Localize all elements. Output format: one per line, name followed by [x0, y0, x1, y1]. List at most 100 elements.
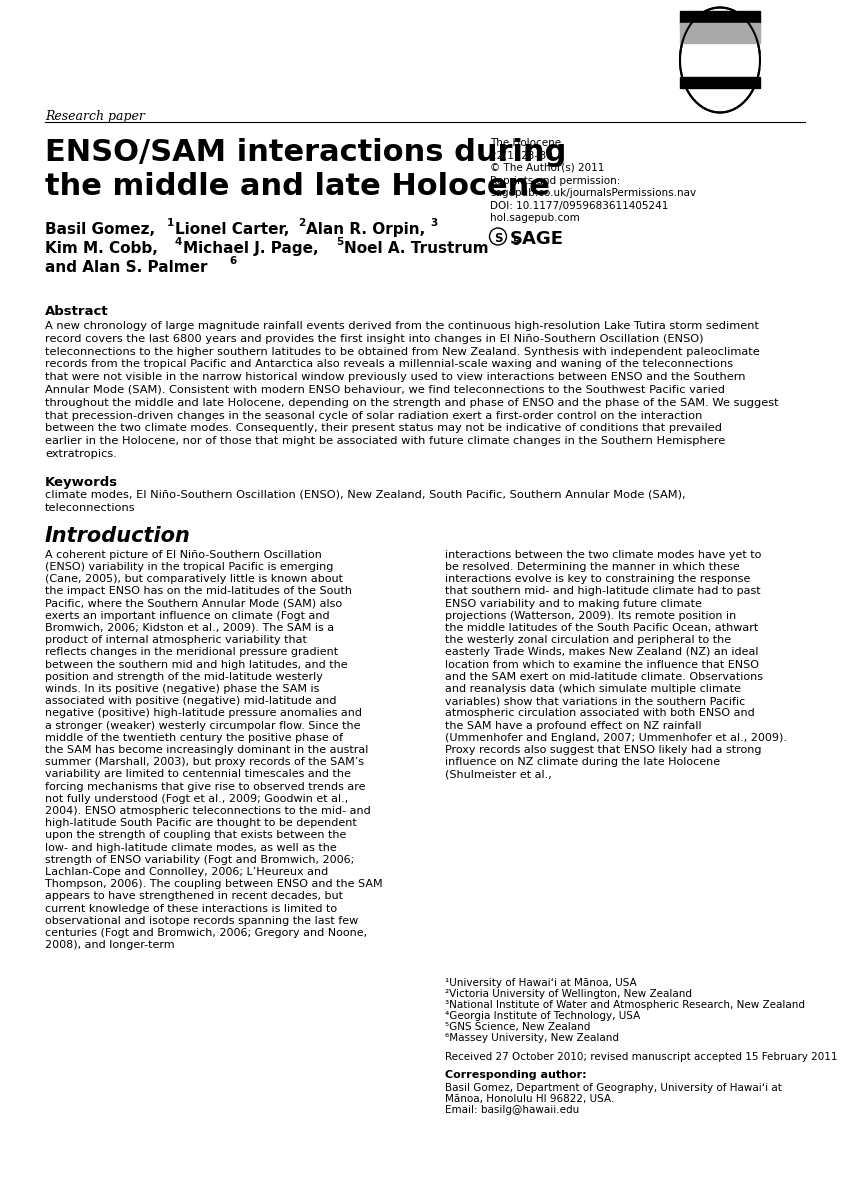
Text: (Ummenhofer and England, 2007; Ummenhofer et al., 2009).: (Ummenhofer and England, 2007; Ummenhofe…: [445, 733, 787, 743]
Text: Email: basilg@hawaii.edu: Email: basilg@hawaii.edu: [445, 1105, 579, 1115]
Text: projections (Watterson, 2009). Its remote position in: projections (Watterson, 2009). Its remot…: [445, 611, 736, 620]
Text: Pacific, where the Southern Annular Mode (SAM) also: Pacific, where the Southern Annular Mode…: [45, 599, 342, 608]
Text: the middle latitudes of the South Pacific Ocean, athwart: the middle latitudes of the South Pacifi…: [445, 623, 758, 633]
Bar: [680, 11, 760, 24]
Text: earlier in the Holocene, nor of those that might be associated with future clima: earlier in the Holocene, nor of those th…: [45, 436, 725, 446]
Text: teleconnections: teleconnections: [45, 502, 136, 512]
Text: Reprints and permission:: Reprints and permission:: [490, 175, 620, 185]
Text: 22(1) 23–30: 22(1) 23–30: [490, 150, 552, 161]
Text: that were not visible in the narrow historical window previously used to view in: that were not visible in the narrow hist…: [45, 373, 745, 382]
Text: a stronger (weaker) westerly circumpolar flow. Since the: a stronger (weaker) westerly circumpolar…: [45, 721, 360, 731]
Text: location from which to examine the influence that ENSO: location from which to examine the influ…: [445, 660, 759, 670]
Text: and reanalysis data (which simulate multiple climate: and reanalysis data (which simulate mult…: [445, 684, 741, 694]
Text: upon the strength of coupling that exists between the: upon the strength of coupling that exist…: [45, 831, 347, 840]
Text: 1: 1: [167, 218, 174, 228]
Text: extratropics.: extratropics.: [45, 450, 116, 459]
Text: A coherent picture of El Niño-Southern Oscillation: A coherent picture of El Niño-Southern O…: [45, 549, 322, 560]
Text: climate modes, El Niño-Southern Oscillation (ENSO), New Zealand, South Pacific, : climate modes, El Niño-Southern Oscillat…: [45, 489, 686, 500]
Text: appears to have strengthened in recent decades, but: appears to have strengthened in recent d…: [45, 892, 343, 902]
Text: S: S: [494, 232, 502, 245]
Text: that southern mid- and high-latitude climate had to past: that southern mid- and high-latitude cli…: [445, 587, 761, 596]
Text: SAGE: SAGE: [510, 230, 564, 248]
Text: Michael J. Page,: Michael J. Page,: [183, 240, 319, 256]
Text: forcing mechanisms that give rise to observed trends are: forcing mechanisms that give rise to obs…: [45, 781, 366, 792]
Text: teleconnections to the higher southern latitudes to be obtained from New Zealand: teleconnections to the higher southern l…: [45, 346, 760, 357]
Text: Bromwich, 2006; Kidston et al., 2009). The SAM is a: Bromwich, 2006; Kidston et al., 2009). T…: [45, 623, 334, 633]
Text: low- and high-latitude climate modes, as well as the: low- and high-latitude climate modes, as…: [45, 843, 337, 852]
Text: (ENSO) variability in the tropical Pacific is emerging: (ENSO) variability in the tropical Pacif…: [45, 563, 333, 572]
Text: 5: 5: [336, 237, 343, 246]
Text: (Cane, 2005), but comparatively little is known about: (Cane, 2005), but comparatively little i…: [45, 575, 343, 584]
Text: ¹University of Hawaiʻi at Mānoa, USA: ¹University of Hawaiʻi at Mānoa, USA: [445, 978, 637, 988]
Text: not fully understood (Fogt et al., 2009; Goodwin et al.,: not fully understood (Fogt et al., 2009;…: [45, 793, 348, 804]
Text: ⁵GNS Science, New Zealand: ⁵GNS Science, New Zealand: [445, 1022, 591, 1033]
Text: 2004). ENSO atmospheric teleconnections to the mid- and: 2004). ENSO atmospheric teleconnections …: [45, 807, 371, 816]
Text: negative (positive) high-latitude pressure anomalies and: negative (positive) high-latitude pressu…: [45, 708, 362, 719]
Text: ENSO variability and to making future climate: ENSO variability and to making future cl…: [445, 599, 702, 608]
Text: observational and isotope records spanning the last few: observational and isotope records spanni…: [45, 916, 358, 926]
Text: ²Victoria University of Wellington, New Zealand: ²Victoria University of Wellington, New …: [445, 989, 692, 999]
Text: variability are limited to centennial timescales and the: variability are limited to centennial ti…: [45, 769, 351, 779]
Text: records from the tropical Pacific and Antarctica also reveals a millennial-scale: records from the tropical Pacific and An…: [45, 359, 733, 369]
Text: Noel A. Trustrum: Noel A. Trustrum: [344, 240, 489, 256]
Text: summer (Marshall, 2003), but proxy records of the SAM’s: summer (Marshall, 2003), but proxy recor…: [45, 757, 364, 767]
Text: Research paper: Research paper: [45, 111, 144, 123]
Text: A new chronology of large magnitude rainfall events derived from the continuous : A new chronology of large magnitude rain…: [45, 321, 759, 331]
Text: ⁶Massey University, New Zealand: ⁶Massey University, New Zealand: [445, 1033, 619, 1043]
Text: high-latitude South Pacific are thought to be dependent: high-latitude South Pacific are thought …: [45, 819, 357, 828]
Text: 2008), and longer-term: 2008), and longer-term: [45, 940, 174, 951]
Text: interactions between the two climate modes have yet to: interactions between the two climate mod…: [445, 549, 762, 560]
Text: strength of ENSO variability (Fogt and Bromwich, 2006;: strength of ENSO variability (Fogt and B…: [45, 855, 354, 864]
Text: ⁴Georgia Institute of Technology, USA: ⁴Georgia Institute of Technology, USA: [445, 1011, 640, 1020]
Circle shape: [490, 228, 507, 245]
Text: Basil Gomez,: Basil Gomez,: [45, 222, 155, 237]
Bar: [680, 54, 760, 67]
Ellipse shape: [680, 7, 760, 113]
Text: easterly Trade Winds, makes New Zealand (NZ) an ideal: easterly Trade Winds, makes New Zealand …: [445, 648, 758, 657]
Text: ³National Institute of Water and Atmospheric Research, New Zealand: ³National Institute of Water and Atmosph…: [445, 1000, 805, 1010]
Text: interactions evolve is key to constraining the response: interactions evolve is key to constraini…: [445, 575, 751, 584]
Bar: [680, 23, 760, 42]
Text: variables) show that variations in the southern Pacific: variables) show that variations in the s…: [445, 696, 745, 707]
Text: the westerly zonal circulation and peripheral to the: the westerly zonal circulation and perip…: [445, 635, 731, 645]
Text: throughout the middle and late Holocene, depending on the strength and phase of : throughout the middle and late Holocene,…: [45, 398, 779, 407]
Text: © The Author(s) 2011: © The Author(s) 2011: [490, 163, 604, 173]
Text: Lionel Carter,: Lionel Carter,: [175, 222, 289, 237]
Text: 5: 5: [512, 237, 519, 246]
Text: between the two climate modes. Consequently, their present status may not be ind: between the two climate modes. Consequen…: [45, 423, 722, 434]
Text: Annular Mode (SAM). Consistent with modern ENSO behaviour, we find teleconnectio: Annular Mode (SAM). Consistent with mode…: [45, 385, 725, 395]
Text: centuries (Fogt and Bromwich, 2006; Gregory and Noone,: centuries (Fogt and Bromwich, 2006; Greg…: [45, 928, 367, 938]
Text: reflects changes in the meridional pressure gradient: reflects changes in the meridional press…: [45, 648, 338, 657]
Text: Keywords: Keywords: [45, 476, 118, 489]
Text: Lachlan-Cope and Connolley, 2006; L’Heureux and: Lachlan-Cope and Connolley, 2006; L’Heur…: [45, 867, 328, 877]
Text: winds. In its positive (negative) phase the SAM is: winds. In its positive (negative) phase …: [45, 684, 320, 694]
Text: ENSO/SAM interactions during: ENSO/SAM interactions during: [45, 138, 566, 167]
Text: position and strength of the mid-latitude westerly: position and strength of the mid-latitud…: [45, 672, 323, 682]
Text: between the southern mid and high latitudes, and the: between the southern mid and high latitu…: [45, 660, 348, 670]
Text: and the SAM exert on mid-latitude climate. Observations: and the SAM exert on mid-latitude climat…: [445, 672, 763, 682]
Text: 3: 3: [430, 218, 437, 228]
Text: Abstract: Abstract: [45, 305, 109, 319]
Text: hol.sagepub.com: hol.sagepub.com: [490, 213, 580, 224]
Text: influence on NZ climate during the late Holocene: influence on NZ climate during the late …: [445, 757, 720, 767]
Text: 4: 4: [175, 237, 183, 246]
Text: Thompson, 2006). The coupling between ENSO and the SAM: Thompson, 2006). The coupling between EN…: [45, 879, 382, 889]
Text: exerts an important influence on climate (Fogt and: exerts an important influence on climate…: [45, 611, 330, 620]
Text: Corresponding author:: Corresponding author:: [445, 1070, 586, 1081]
Text: the SAM have a profound effect on NZ rainfall: the SAM have a profound effect on NZ rai…: [445, 721, 701, 731]
Text: Introduction: Introduction: [45, 525, 191, 546]
Text: middle of the twentieth century the positive phase of: middle of the twentieth century the posi…: [45, 733, 343, 743]
Text: Kim M. Cobb,: Kim M. Cobb,: [45, 240, 158, 256]
Text: record covers the last 6800 years and provides the first insight into changes in: record covers the last 6800 years and pr…: [45, 334, 704, 344]
Text: DOI: 10.1177/0959683611405241: DOI: 10.1177/0959683611405241: [490, 201, 668, 210]
Text: 6: 6: [229, 256, 236, 266]
Text: The Holocene: The Holocene: [490, 138, 561, 148]
Text: be resolved. Determining the manner in which these: be resolved. Determining the manner in w…: [445, 563, 740, 572]
Bar: [680, 77, 760, 88]
Text: Mānoa, Honolulu HI 96822, USA.: Mānoa, Honolulu HI 96822, USA.: [445, 1094, 615, 1103]
Text: atmospheric circulation associated with both ENSO and: atmospheric circulation associated with …: [445, 708, 755, 719]
Text: associated with positive (negative) mid-latitude and: associated with positive (negative) mid-…: [45, 696, 337, 707]
Text: and Alan S. Palmer: and Alan S. Palmer: [45, 260, 207, 275]
Text: sagepub.co.uk/journalsPermissions.nav: sagepub.co.uk/journalsPermissions.nav: [490, 188, 696, 198]
Text: the middle and late Holocene: the middle and late Holocene: [45, 172, 550, 201]
